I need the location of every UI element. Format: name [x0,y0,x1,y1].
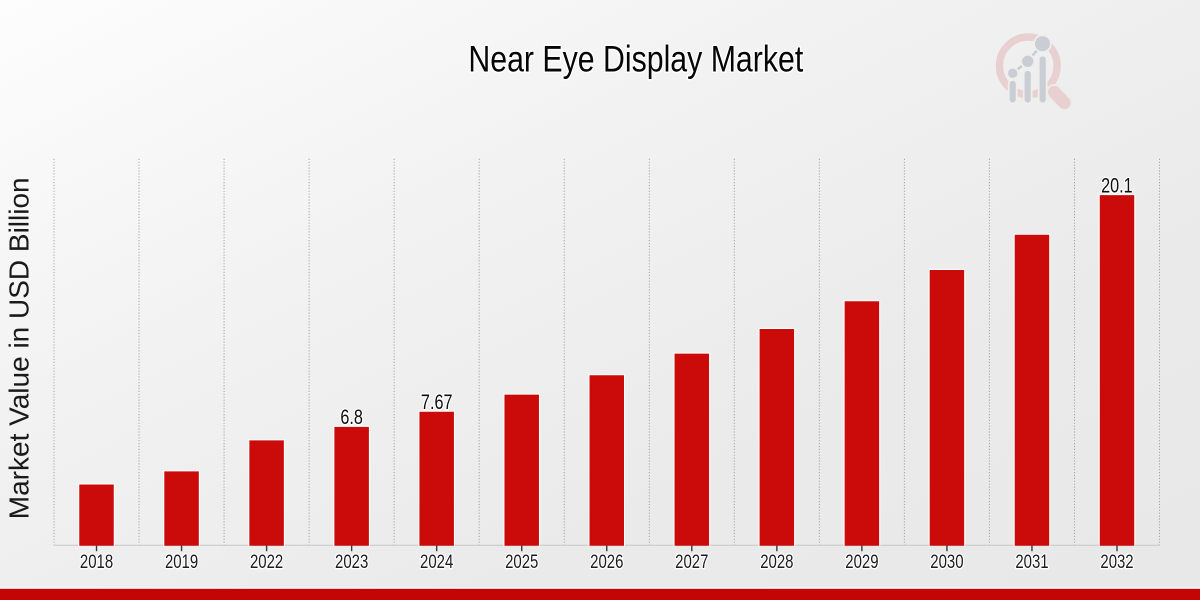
svg-text:7.67: 7.67 [421,390,453,413]
svg-text:2027: 2027 [675,550,708,572]
svg-text:2025: 2025 [505,550,538,572]
svg-text:2026: 2026 [590,550,623,572]
svg-text:2025: 2025 [505,550,538,572]
svg-text:2032: 2032 [1100,550,1133,572]
svg-text:6.8: 6.8 [340,405,363,428]
svg-text:2030: 2030 [930,550,963,572]
svg-text:2019: 2019 [165,550,198,572]
svg-text:2023: 2023 [335,550,368,572]
svg-text:2031: 2031 [1015,550,1048,572]
svg-text:2022: 2022 [250,550,283,572]
svg-text:2027: 2027 [675,550,708,572]
svg-text:Near Eye Display Market: Near Eye Display Market [468,39,803,81]
svg-text:2019: 2019 [165,550,198,572]
svg-text:Near Eye Display Market: Near Eye Display Market [468,39,803,81]
svg-text:2031: 2031 [1015,550,1048,572]
svg-text:20.1: 20.1 [1101,173,1133,196]
svg-text:2022: 2022 [250,550,283,572]
svg-text:2029: 2029 [845,550,878,572]
svg-text:2023: 2023 [335,550,368,572]
svg-text:2030: 2030 [930,550,963,572]
svg-text:2028: 2028 [760,550,793,572]
svg-text:2024: 2024 [420,550,454,572]
svg-text:2026: 2026 [590,550,623,572]
svg-text:2018: 2018 [80,550,113,572]
svg-text:7.67: 7.67 [421,390,453,413]
svg-text:2028: 2028 [760,550,793,572]
svg-text:Market Value in USD Billion: Market Value in USD Billion [4,177,35,519]
svg-text:2024: 2024 [420,550,454,572]
svg-text:20.1: 20.1 [1101,173,1133,196]
svg-text:2032: 2032 [1100,550,1133,572]
svg-text:6.8: 6.8 [340,405,363,428]
svg-text:2029: 2029 [845,550,878,572]
svg-text:2018: 2018 [80,550,113,572]
